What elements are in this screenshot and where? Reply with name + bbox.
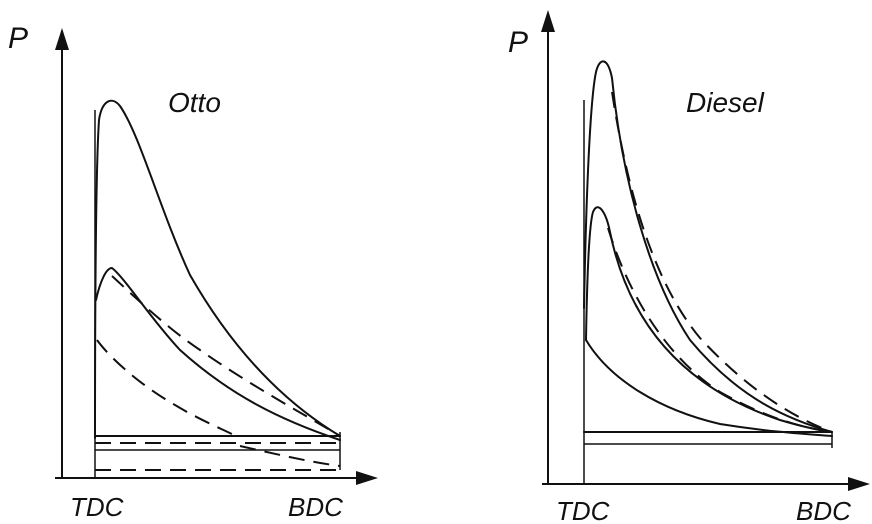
- diesel-title: Diesel: [686, 87, 765, 118]
- otto-throttled-blowdown: [239, 445, 341, 467]
- otto-bdc-label: BDC: [288, 492, 343, 522]
- otto-y-axis-label: P: [8, 22, 28, 55]
- diesel-tdc-label: TDC: [556, 496, 610, 524]
- diesel-part-load-curve: [585, 206, 833, 433]
- otto-title: Otto: [168, 87, 221, 118]
- diesel-x-arrow: [848, 477, 870, 491]
- diesel-dashed-full: [611, 91, 833, 433]
- diesel-y-arrow: [541, 10, 555, 32]
- diesel-dashed-part: [607, 227, 833, 433]
- otto-part-load-curve: [95, 267, 341, 441]
- otto-diagram: P Otto TDC BDC: [8, 22, 378, 522]
- otto-full-load-curve: [94, 99, 341, 439]
- diesel-diagram: P Diesel TDC BDC: [508, 10, 870, 524]
- diesel-bdc-label: BDC: [796, 496, 851, 524]
- diesel-compression-curve: [585, 339, 833, 437]
- otto-dashed-lower: [96, 339, 237, 437]
- otto-dashed-upper: [111, 275, 341, 437]
- otto-tdc-label: TDC: [70, 492, 124, 522]
- diesel-y-axis-label: P: [508, 26, 528, 59]
- otto-x-arrow: [356, 471, 378, 485]
- otto-y-arrow: [55, 28, 69, 50]
